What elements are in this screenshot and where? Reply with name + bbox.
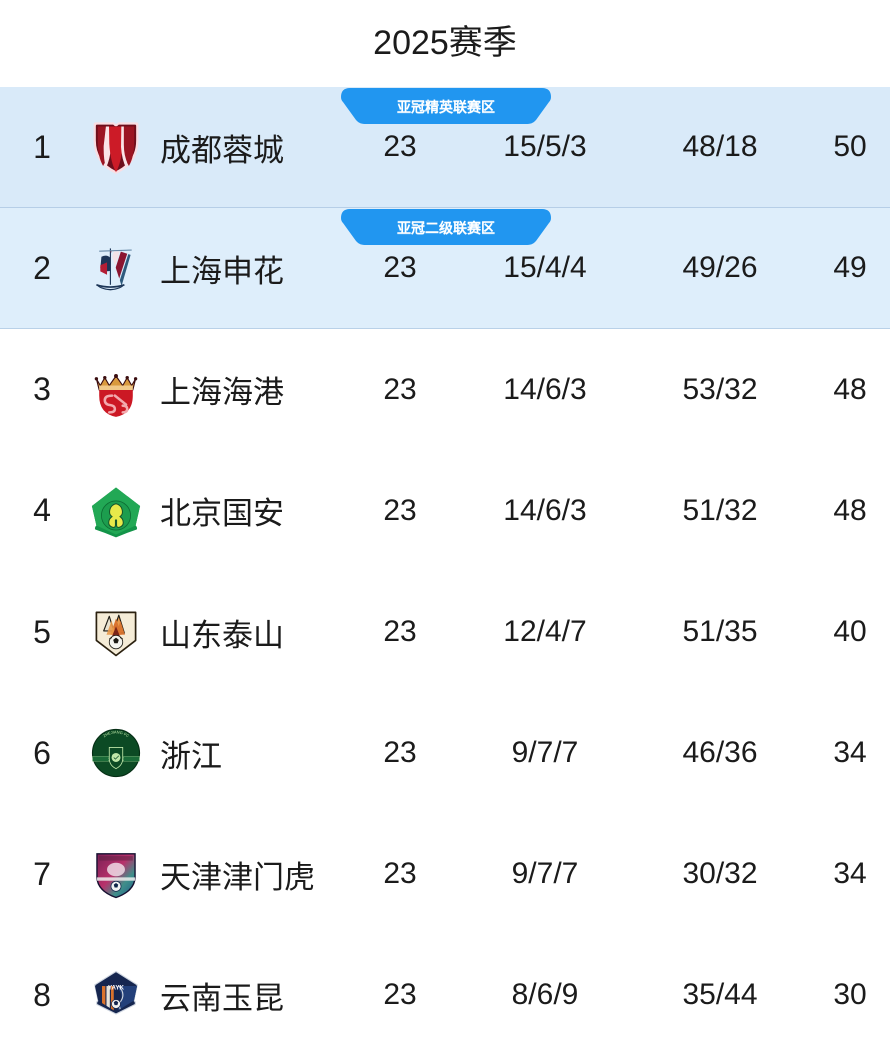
svg-text:YAYK: YAYK (108, 985, 125, 992)
